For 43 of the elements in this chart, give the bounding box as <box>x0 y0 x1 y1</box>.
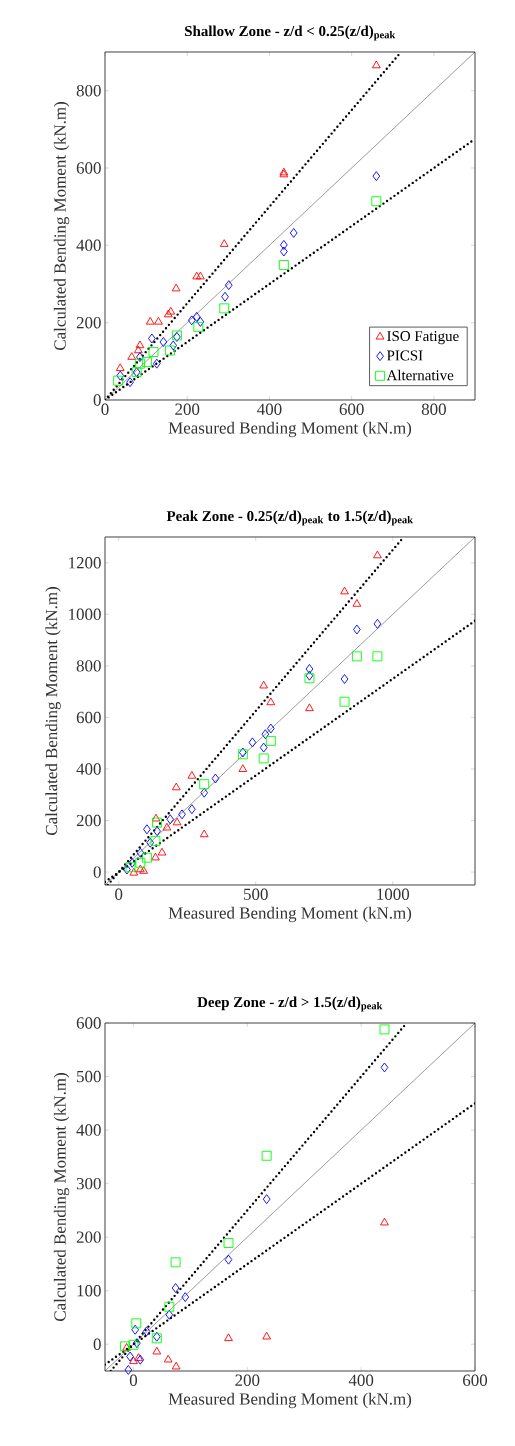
y-axis-title: Calculated Bending Moment (kN.m) <box>53 1073 70 1321</box>
y-tick-label: 1200 <box>69 557 101 569</box>
x-tick-label: 0 <box>101 403 109 415</box>
chart-title: Deep Zone - z/d > 1.5(z/d)$_{peak}$ <box>197 996 383 1012</box>
x-tick-label: 1000 <box>377 888 410 900</box>
y-tick-label: 200 <box>76 814 101 827</box>
x-axis-title: Measured Bending Moment (kN.m) <box>168 906 412 923</box>
y-tick-label: 400 <box>76 763 101 775</box>
y-tick-label: 600 <box>76 162 101 174</box>
y-tick-label: 1000 <box>69 608 101 621</box>
chart-title: Shallow Zone - z/d < 0.25(z/d)$_{peak}$ <box>185 25 396 41</box>
x-tick-label: 200 <box>175 403 200 415</box>
y-tick-label: 0 <box>93 394 101 406</box>
x-tick-label: 400 <box>257 403 282 415</box>
x-tick-label: 400 <box>348 1374 374 1386</box>
y-tick-label: 200 <box>76 1231 101 1243</box>
x-tick-label: 600 <box>463 1374 488 1386</box>
x-tick-label: 0 <box>129 1374 138 1386</box>
y-axis-title: Calculated Bending Moment (kN.m) <box>45 587 61 835</box>
y-tick-label: 0 <box>93 1338 101 1350</box>
y-tick-label: 800 <box>76 84 101 97</box>
y-axis-title: Calculated Bending Moment (kN.m) <box>53 102 70 350</box>
x-tick-label: 800 <box>421 403 446 415</box>
x-tick-label: 600 <box>339 403 364 415</box>
legend-label: Alternative <box>386 369 454 381</box>
y-tick-label: 300 <box>76 1177 101 1190</box>
legend-label: PICSI <box>387 350 423 361</box>
x-axis-title: Measured Bending Moment (kN.m) <box>168 421 412 438</box>
y-tick-label: 500 <box>77 1070 101 1083</box>
x-axis-title: Measured Bending Moment (kN.m) <box>168 1392 412 1409</box>
y-tick-label: 600 <box>76 711 101 724</box>
chart-title: Peak Zone - 0.25(z/d)$_{peak}$ to 1.5(z/d)$_{peak}$ <box>166 510 413 526</box>
y-tick-label: 400 <box>76 239 101 252</box>
x-tick-label: 500 <box>244 888 268 900</box>
legend-label: ISO Fatigue <box>387 331 459 345</box>
x-tick-label: 200 <box>235 1374 260 1386</box>
y-tick-label: 400 <box>76 1124 101 1136</box>
y-tick-label: 100 <box>77 1284 101 1297</box>
y-tick-label: 200 <box>76 316 101 329</box>
x-tick-label: 0 <box>115 888 123 900</box>
y-tick-label: 800 <box>76 660 101 672</box>
y-tick-label: 600 <box>76 1017 101 1029</box>
y-tick-label: 0 <box>93 866 101 878</box>
